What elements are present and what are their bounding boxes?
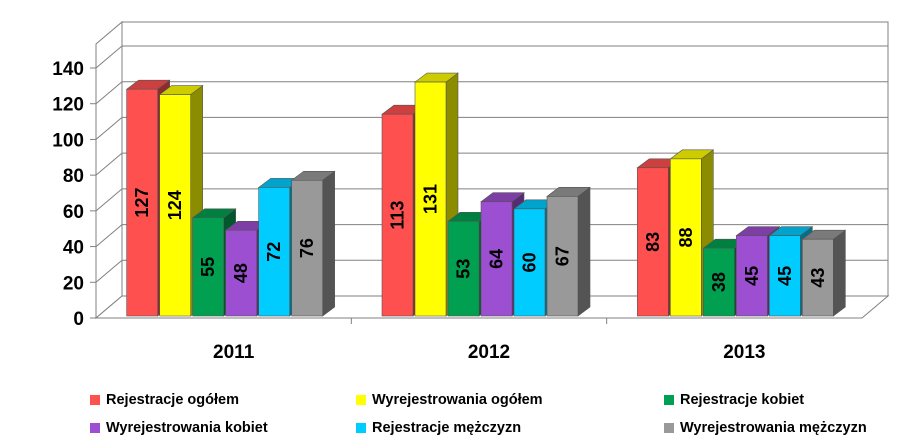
gridline-side <box>95 152 123 176</box>
y-axis-ticks: 0 20 40 60 80 100 120 140 <box>52 59 96 330</box>
bar <box>801 229 847 317</box>
gridline-side <box>95 188 123 212</box>
gridline-side <box>95 45 123 69</box>
y-tick-label: 60 <box>63 202 84 223</box>
bar-side <box>577 186 591 317</box>
legend-label: Wyrejestrowania ogółem <box>372 392 543 408</box>
legend-item: Rejestracje ogółem <box>90 389 239 411</box>
bar-front <box>802 238 834 317</box>
bar-front <box>546 196 579 317</box>
data-label: 67 <box>553 246 573 266</box>
data-label: 124 <box>165 190 185 220</box>
legend-item: Wyrejestrowania kobiet <box>90 417 268 439</box>
legend-item: Wyrejestrowania ogółem <box>356 389 543 411</box>
legend-swatch <box>664 423 674 433</box>
data-label: 48 <box>231 263 251 283</box>
bar-front <box>480 201 513 317</box>
legend-swatch <box>90 395 100 405</box>
category-label: 2013 <box>723 342 765 363</box>
data-label: 45 <box>775 266 795 286</box>
bar-front <box>703 247 735 317</box>
legend-item: Rejestracje mężczyzn <box>356 417 521 439</box>
legend-swatch <box>356 423 366 433</box>
y-tick-label: 140 <box>52 59 84 80</box>
bar-front <box>258 187 290 317</box>
gridline-side <box>95 117 123 140</box>
legend-label: Rejestracje kobiet <box>680 392 805 408</box>
data-label: 53 <box>454 259 474 279</box>
legend-item: Rejestracje kobiet <box>664 389 804 411</box>
bar <box>290 170 336 317</box>
bar-front <box>159 94 191 317</box>
data-label: 55 <box>198 257 218 277</box>
bar-front <box>637 167 669 317</box>
legend-label: Wyrejestrowania mężczyzn <box>680 420 867 436</box>
bar-front <box>291 179 323 317</box>
y-tick-label: 120 <box>52 95 84 116</box>
bar-front <box>126 88 158 317</box>
category-label: 2011 <box>213 342 255 363</box>
data-label: 131 <box>421 184 441 214</box>
data-label: 43 <box>808 268 828 288</box>
bar-front <box>414 81 447 317</box>
data-label: 60 <box>520 252 540 272</box>
bar-front <box>381 113 414 317</box>
bar-front <box>513 208 546 317</box>
y-tick-label: 0 <box>73 309 84 330</box>
legend-swatch <box>664 395 674 405</box>
data-label: 64 <box>487 249 507 269</box>
bars <box>125 72 847 317</box>
legend-label: Rejestracje mężczyzn <box>372 420 522 436</box>
bar-front <box>670 158 702 317</box>
legend-swatch <box>356 395 366 405</box>
bar-side <box>833 229 846 317</box>
bar-front <box>736 235 768 317</box>
bar-front <box>769 235 801 317</box>
data-label: 83 <box>643 232 663 252</box>
data-label: 72 <box>264 242 284 262</box>
data-label: 88 <box>676 227 696 247</box>
gridline-side <box>95 224 123 247</box>
category-labels: 2011 2012 2013 <box>213 318 765 363</box>
legend-item: Wyrejestrowania mężczyzn <box>664 417 867 439</box>
side-wall <box>95 20 123 320</box>
bar-front <box>192 217 224 317</box>
data-labels: 127 124 55 48 72 76 113 131 53 64 60 67 83 88 38 45 45 43 <box>132 184 828 292</box>
legend-label: Rejestracje ogółem <box>106 392 239 408</box>
category-label: 2012 <box>468 342 510 363</box>
legend-swatch <box>90 423 100 433</box>
data-label: 127 <box>132 188 152 218</box>
bar-front <box>225 229 257 317</box>
data-label: 38 <box>709 272 729 292</box>
bar <box>546 186 591 317</box>
gridline-side <box>95 81 123 105</box>
bar-front <box>447 221 480 317</box>
data-label: 45 <box>742 266 762 286</box>
legend-label: Wyrejestrowania kobiet <box>106 420 268 436</box>
y-tick-label: 80 <box>63 166 84 187</box>
bar-side <box>322 170 335 317</box>
gridline-side <box>95 259 123 283</box>
data-label: 76 <box>297 238 317 258</box>
y-tick-label: 20 <box>63 273 84 294</box>
data-label: 113 <box>388 201 408 230</box>
legend: Rejestracje ogółem Wyrejestrowania ogółem… <box>0 384 920 444</box>
y-tick-label: 100 <box>52 130 84 151</box>
y-tick-label: 40 <box>63 238 84 259</box>
